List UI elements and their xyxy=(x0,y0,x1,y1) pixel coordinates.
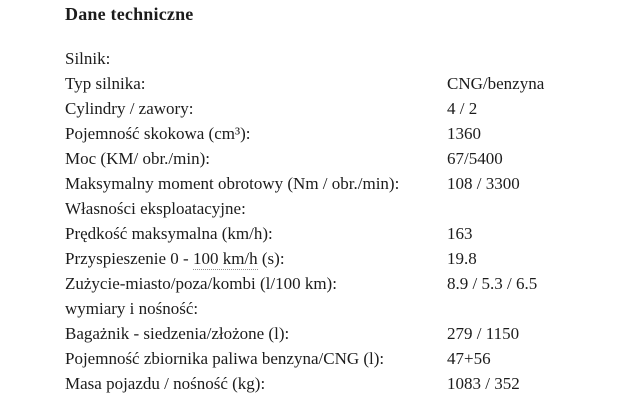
spec-row-trunk-capacity: Bagażnik - siedzenia/złożone (l): 279 / … xyxy=(65,321,625,346)
spec-row-performance-section: Własności eksploatacyjne: xyxy=(65,196,625,221)
spec-value: 108 / 3300 xyxy=(447,174,520,193)
spec-value: 4 / 2 xyxy=(447,99,478,118)
spec-value: 19.8 xyxy=(447,249,477,268)
spec-label-suffix: (s): xyxy=(257,249,285,268)
spec-row-engine-type: Typ silnika: CNG/benzyna xyxy=(65,71,625,96)
spec-label: Pojemność skokowa (cm³): xyxy=(65,124,251,143)
spec-label: Maksymalny moment obrotowy (Nm / obr./mi… xyxy=(65,174,400,193)
spec-label: Pojemność zbiornika paliwa benzyna/CNG (… xyxy=(65,349,385,368)
section-label: Własności eksploatacyjne: xyxy=(65,199,246,218)
spec-label: Typ silnika: xyxy=(65,74,146,93)
section-label: Silnik: xyxy=(65,49,111,68)
spec-label: Przyspieszenie 0 - 100 km/h (s): xyxy=(65,246,447,271)
spec-label-underlined: 100 km/h xyxy=(192,249,258,270)
spec-row-acceleration: Przyspieszenie 0 - 100 km/h (s): 19.8 xyxy=(65,246,625,271)
spec-table: Silnik: Typ silnika: CNG/benzyna Cylindr… xyxy=(65,46,625,396)
spec-value: 1083 / 352 xyxy=(447,374,520,393)
spec-label: Prędkość maksymalna (km/h): xyxy=(65,224,273,243)
spec-label: Bagażnik - siedzenia/złożone (l): xyxy=(65,324,290,343)
spec-value: 1360 xyxy=(447,124,481,143)
spec-label: Moc (KM/ obr./min): xyxy=(65,149,210,168)
spec-value: 279 / 1150 xyxy=(447,324,520,343)
spec-value: 47+56 xyxy=(447,349,491,368)
page-title: Dane techniczne xyxy=(65,4,194,24)
spec-row-displacement: Pojemność skokowa (cm³): 1360 xyxy=(65,121,625,146)
spec-label: Zużycie-miasto/poza/kombi (l/100 km): xyxy=(65,274,337,293)
spec-row-max-torque: Maksymalny moment obrotowy (Nm / obr./mi… xyxy=(65,171,625,196)
spec-row-dimensions-section: wymiary i nośność: xyxy=(65,296,625,321)
spec-label: Cylindry / zawory: xyxy=(65,99,194,118)
spec-row-fuel-consumption: Zużycie-miasto/poza/kombi (l/100 km): 8.… xyxy=(65,271,625,296)
spec-value: 8.9 / 5.3 / 6.5 xyxy=(447,274,538,293)
spec-row-vehicle-weight: Masa pojazdu / nośność (kg): 1083 / 352 xyxy=(65,371,625,396)
spec-row-cylinders-valves: Cylindry / zawory: 4 / 2 xyxy=(65,96,625,121)
section-label: wymiary i nośność: xyxy=(65,299,199,318)
spec-row-engine-section: Silnik: xyxy=(65,46,625,71)
spec-value: 67/5400 xyxy=(447,149,503,168)
spec-label: Masa pojazdu / nośność (kg): xyxy=(65,374,266,393)
spec-value: 163 xyxy=(447,224,473,243)
spec-row-fuel-tank-capacity: Pojemność zbiornika paliwa benzyna/CNG (… xyxy=(65,346,625,371)
spec-row-power: Moc (KM/ obr./min): 67/5400 xyxy=(65,146,625,171)
spec-row-top-speed: Prędkość maksymalna (km/h): 163 xyxy=(65,221,625,246)
spec-value: CNG/benzyna xyxy=(447,74,545,93)
spec-label-prefix: Przyspieszenie 0 - xyxy=(65,249,193,268)
